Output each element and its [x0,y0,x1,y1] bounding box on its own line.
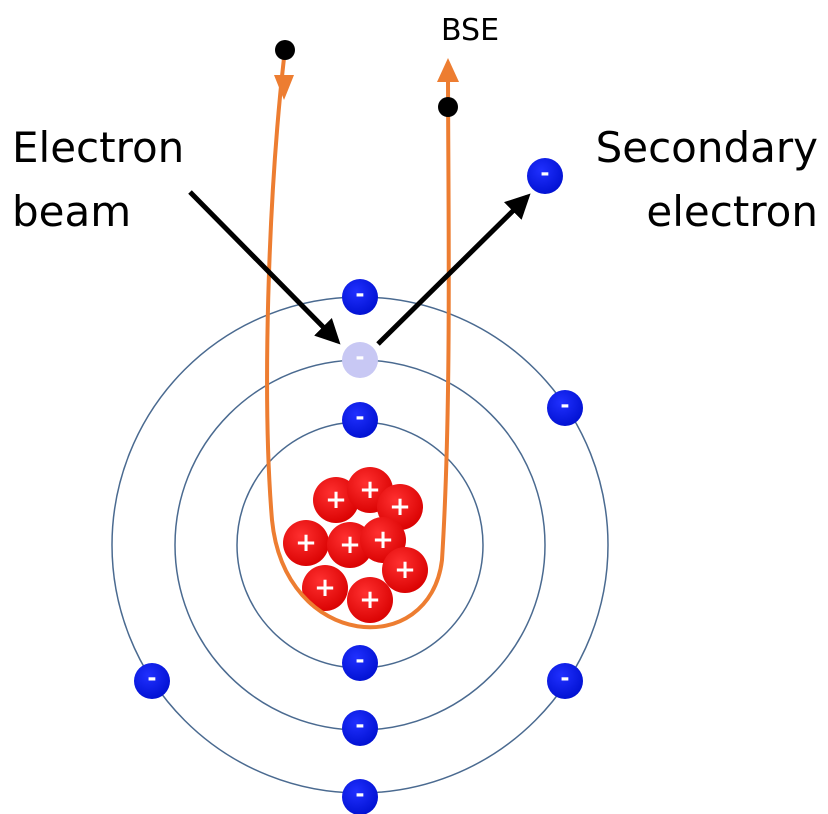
incident-electron [275,40,295,60]
proton-sign: + [394,555,416,585]
proton-sign: + [295,528,317,558]
proton-sign: + [325,485,347,515]
electron-sign: - [560,394,569,419]
backscattered-electron [438,97,458,117]
electron-sign: - [355,406,364,431]
arrowhead-up [437,58,459,82]
arrowhead-down [274,75,294,100]
electron-sign: - [355,283,364,308]
diagram: +++++++++ ---------- BSE Electron beam S… [0,0,828,814]
proton-sign: + [314,573,336,603]
electron-sign: - [147,667,156,692]
electron-sign: - [540,162,549,187]
beam-label: beam [12,187,131,236]
beam-label: Electron [12,123,184,172]
proton-sign: + [359,585,381,615]
secondary-label: electron [646,187,818,236]
electron-sign: - [355,346,364,371]
secondary-arrow [378,197,527,344]
proton-sign: + [339,530,361,560]
electron-sign: - [355,783,364,808]
proton-sign: + [359,475,381,505]
electron-sign: - [355,649,364,674]
proton-sign: + [389,492,411,522]
bse-label: BSE [441,13,499,48]
proton-sign: + [372,525,394,555]
beam-arrow [190,192,337,341]
electron-sign: - [560,667,569,692]
electron-sign: - [355,714,364,739]
secondary-label: Secondary [596,123,818,172]
